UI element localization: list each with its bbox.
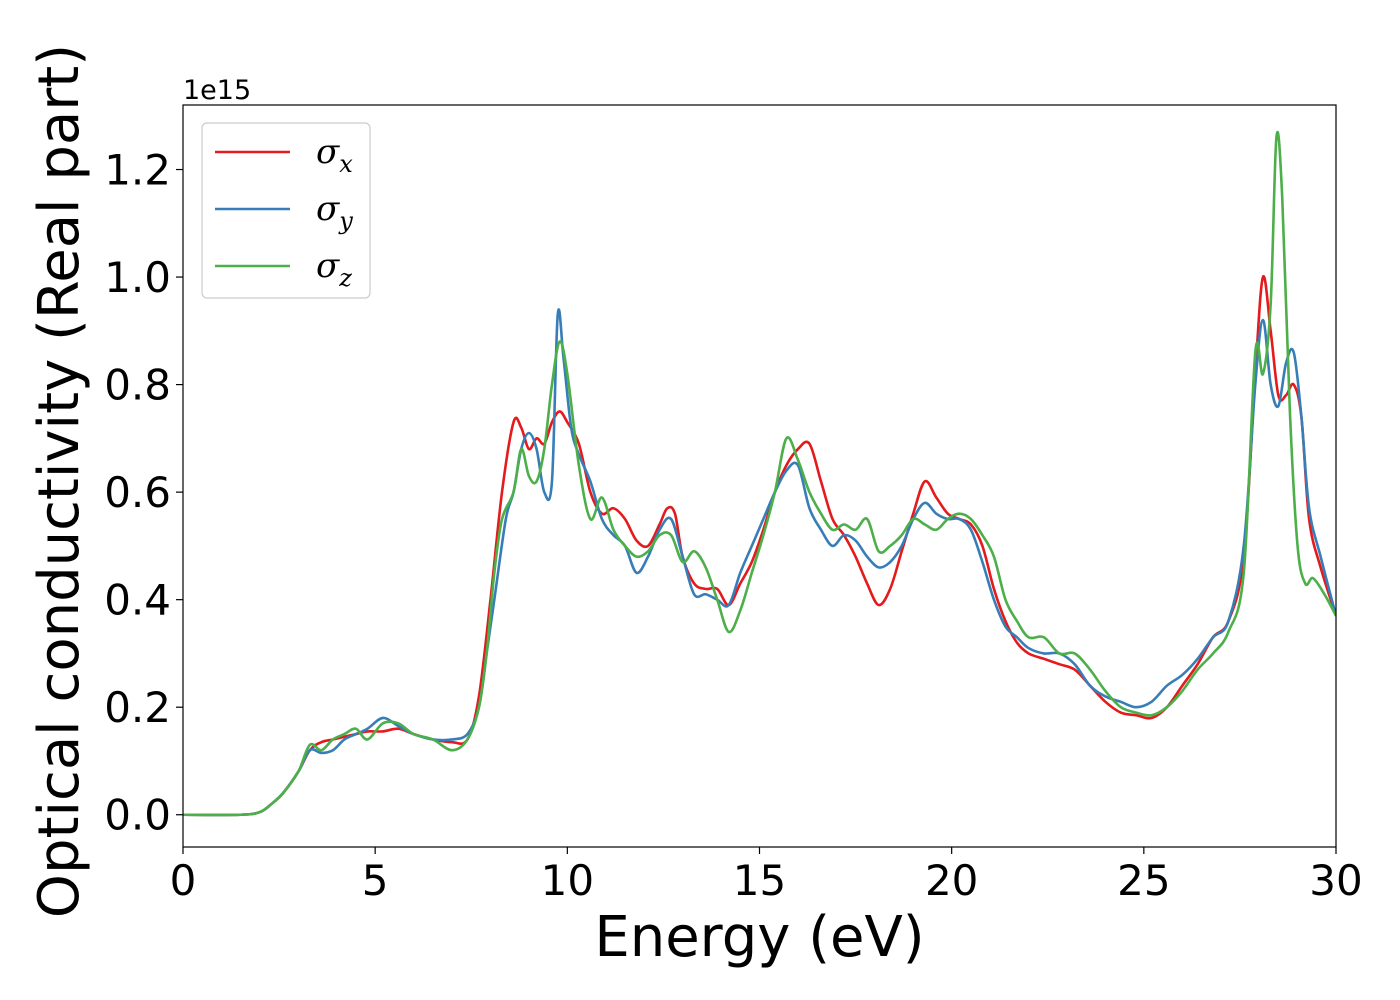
x-tick-label: 25 xyxy=(1117,856,1170,905)
y-tick-label: 1.0 xyxy=(104,253,171,302)
x-tick-label: 30 xyxy=(1309,856,1362,905)
y-axis-title: Optical conductivity (Real part) xyxy=(27,44,92,918)
x-axis-title: Energy (eV) xyxy=(594,905,924,970)
y-tick-label: 0.8 xyxy=(104,361,171,410)
y-tick-label: 0.6 xyxy=(104,468,171,517)
x-tick-label: 20 xyxy=(925,856,978,905)
x-tick-label: 5 xyxy=(362,856,389,905)
x-tick-label: 0 xyxy=(170,856,197,905)
x-tick-label: 10 xyxy=(541,856,594,905)
y-axis-ticks: 0.0 0.2 0.4 0.6 0.8 1.0 1.2 xyxy=(104,146,183,840)
y-tick-label: 1.2 xyxy=(104,146,171,195)
y-axis-offset-label: 1e15 xyxy=(183,75,251,106)
y-tick-label: 0.0 xyxy=(104,791,171,840)
x-axis-ticks: 0 5 10 15 20 25 30 xyxy=(170,847,1363,905)
y-tick-label: 0.2 xyxy=(104,683,171,732)
y-tick-label: 0.4 xyxy=(104,576,171,625)
legend-box xyxy=(201,122,371,299)
x-tick-label: 15 xyxy=(733,856,786,905)
series-line-y xyxy=(183,308,1336,817)
series-line-z xyxy=(183,130,1336,817)
series-lines xyxy=(183,130,1336,817)
